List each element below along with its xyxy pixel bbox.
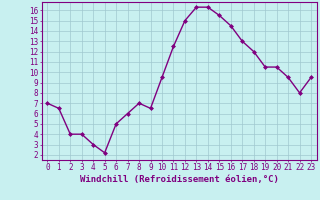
X-axis label: Windchill (Refroidissement éolien,°C): Windchill (Refroidissement éolien,°C) [80,175,279,184]
